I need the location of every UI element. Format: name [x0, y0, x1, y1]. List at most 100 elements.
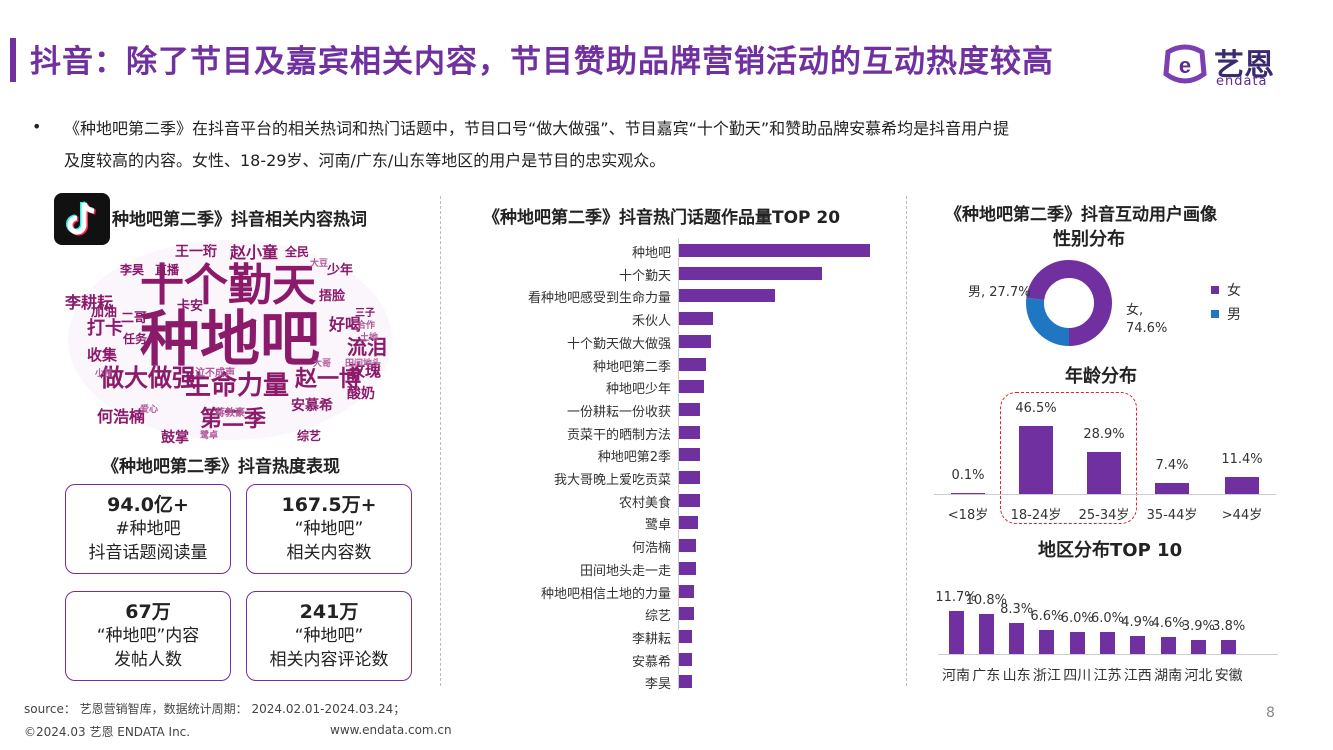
stat-label: “种地吧” [294, 626, 364, 646]
region-category-label: 广东 [972, 668, 1001, 684]
cloud-word: 小苗 [94, 367, 113, 379]
age-bar [1225, 477, 1259, 494]
topic-bar [679, 652, 693, 666]
topic-bar [679, 266, 823, 280]
age-category-label: >44岁 [1221, 508, 1263, 523]
stat-label: #种地吧 [115, 519, 181, 539]
topic-label: 贡菜干的晒制方法 [566, 427, 671, 443]
cloud-background [68, 240, 392, 440]
cloud-word: 收集 [87, 346, 118, 364]
topic-bar [679, 448, 700, 462]
region-category-label: 山东 [1002, 668, 1031, 684]
topic-label: 种地吧 [631, 246, 671, 261]
topic-label: 何浩楠 [631, 541, 671, 557]
region-category-label: 安徽 [1214, 668, 1243, 684]
topic-label: 种地吧少年 [605, 382, 671, 398]
logo-chinese: 艺恩 [1214, 48, 1274, 83]
topic-bar [679, 675, 693, 689]
region-value-label: 11.7% [935, 590, 977, 605]
website-link[interactable]: www.endata.com.cn [330, 723, 452, 737]
legend-label: 女 [1227, 283, 1241, 299]
cloud-word: 做大做强 [99, 364, 196, 392]
region-category-label: 湖南 [1154, 668, 1183, 684]
legend-swatch [1211, 286, 1219, 294]
topic-bar [679, 380, 704, 394]
age-bar [1155, 483, 1189, 494]
topic-bar [679, 539, 697, 553]
region-category-label: 河北 [1184, 668, 1213, 684]
region-bar [1130, 635, 1146, 654]
region-bar [1069, 631, 1085, 654]
stat-card-3: 67万 “种地吧”内容 发帖人数 [65, 591, 231, 681]
region-bar [948, 611, 964, 654]
cloud-word: 加油 [90, 304, 117, 320]
topic-label: 种地吧相信土地的力量 [540, 586, 671, 602]
topic-label: 种地吧第2季 [597, 450, 671, 466]
cloud-word: 王一珩 [175, 243, 217, 260]
cloud-word: 三子 [355, 307, 375, 319]
cloud-word: 李昊 [119, 262, 144, 277]
bullet: • [32, 117, 42, 136]
region-axis [938, 654, 1278, 655]
cloud-word: 种地吧 [140, 305, 320, 375]
topic-bar [679, 402, 700, 416]
cloud-word: 蒋敦豪 [215, 406, 245, 419]
stat-label: “种地吧”内容 [96, 626, 200, 646]
perf-title: 《种地吧第二季》抖音热度表现 [102, 457, 340, 477]
topic-axis [678, 238, 679, 690]
stat-value: 241万 [299, 601, 359, 623]
legend-swatch [1211, 310, 1219, 318]
svg-text:e: e [1179, 53, 1191, 78]
region-value-label: 6.6% [1030, 608, 1064, 624]
stat-label: 相关内容评论数 [269, 650, 389, 670]
stat-label: “种地吧” [294, 519, 364, 539]
age-bar [951, 493, 985, 494]
age-bar [1019, 426, 1053, 494]
topic-bar [679, 607, 695, 621]
gender-title: 性别分布 [1053, 229, 1125, 250]
intro-line-2: 及度较高的内容。女性、18-29岁、河南/广东/山东等地区的用户是节目的忠实观众… [64, 151, 666, 170]
stat-label: 抖音话题阅读量 [88, 543, 208, 563]
male-slice [1026, 260, 1112, 346]
topic-label: 一份耕耘一份收获 [566, 404, 671, 420]
region-value-label: 6.0% [1090, 610, 1125, 626]
region-bar [1190, 639, 1206, 654]
age-value-label: 11.4% [1221, 452, 1263, 468]
divider-left [440, 196, 441, 686]
topic-label: 李昊 [644, 677, 671, 693]
age-category-label: 35-44岁 [1146, 508, 1198, 523]
age-highlight-box [1000, 392, 1137, 524]
region-bar [1039, 629, 1055, 654]
topic-label: 李耕耘 [631, 631, 671, 647]
cloud-word: 泣不成声 [195, 366, 235, 379]
legend-item-male: 男 [1211, 304, 1241, 324]
stat-value: 94.0亿+ [107, 494, 189, 516]
age-axis [934, 494, 1276, 495]
topic-bar [679, 312, 714, 326]
page-number: 8 [1266, 705, 1275, 721]
region-value-label: 6.0% [1060, 610, 1094, 626]
topic-bar [679, 357, 706, 371]
divider-right [906, 196, 907, 686]
topic-label: 种地吧第二季 [592, 359, 671, 375]
cloud-word: 少年 [326, 262, 353, 278]
intro-text: 《种地吧第二季》在抖音平台的相关热词和热门话题中，节目口号“做大做强”、节目嘉宾… [64, 113, 1264, 177]
cloud-word: 综艺 [297, 428, 321, 443]
topic-label: 农村美食 [618, 495, 671, 511]
topic-label: 十个勤天做大做强 [566, 336, 671, 352]
endata-logo-icon: e [1163, 44, 1207, 84]
topic-bar [679, 471, 700, 484]
topic-bar [679, 493, 700, 507]
topic-label: 田间地头走一走 [579, 563, 671, 579]
cloud-word: 赵小童 [229, 243, 278, 262]
region-value-label: 8.3% [1000, 602, 1034, 618]
age-title: 年龄分布 [1065, 366, 1137, 387]
cloud-word: 鼓掌 [161, 429, 189, 444]
stat-value: 167.5万+ [281, 494, 377, 516]
region-value-label: 4.6% [1151, 616, 1185, 632]
cloud-word: 生命力量 [185, 370, 289, 401]
stat-label: 相关内容数 [286, 543, 372, 563]
gender-legend: 女 男 [1211, 280, 1241, 324]
cloud-word: 大哥 [313, 357, 331, 369]
